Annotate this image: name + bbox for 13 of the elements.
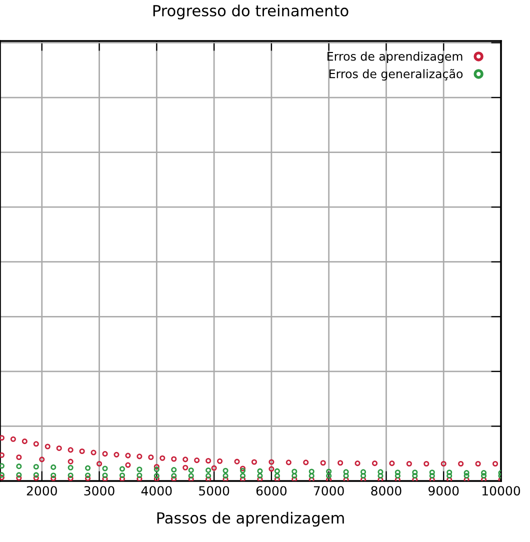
x-tick-label: 3000 bbox=[84, 486, 114, 496]
x-tick-label: 7000 bbox=[314, 486, 344, 496]
legend-label: Erros de generalização bbox=[330, 68, 463, 81]
x-tick-label: 5000 bbox=[199, 486, 230, 496]
x-tick-label: 8000 bbox=[371, 486, 402, 496]
x-axis-title: Passos de aprendizagem bbox=[157, 512, 344, 527]
legend-label: Erros de aprendizagem bbox=[328, 52, 462, 64]
x-tick-label: 4000 bbox=[141, 486, 172, 496]
x-tick-label: 2000 bbox=[26, 486, 57, 496]
chart-title: Progresso do treinamento bbox=[153, 4, 348, 20]
x-tick-label: 9000 bbox=[428, 486, 459, 496]
x-tick-label: 10000 bbox=[482, 486, 520, 496]
x-tick-label: 6000 bbox=[256, 486, 287, 496]
